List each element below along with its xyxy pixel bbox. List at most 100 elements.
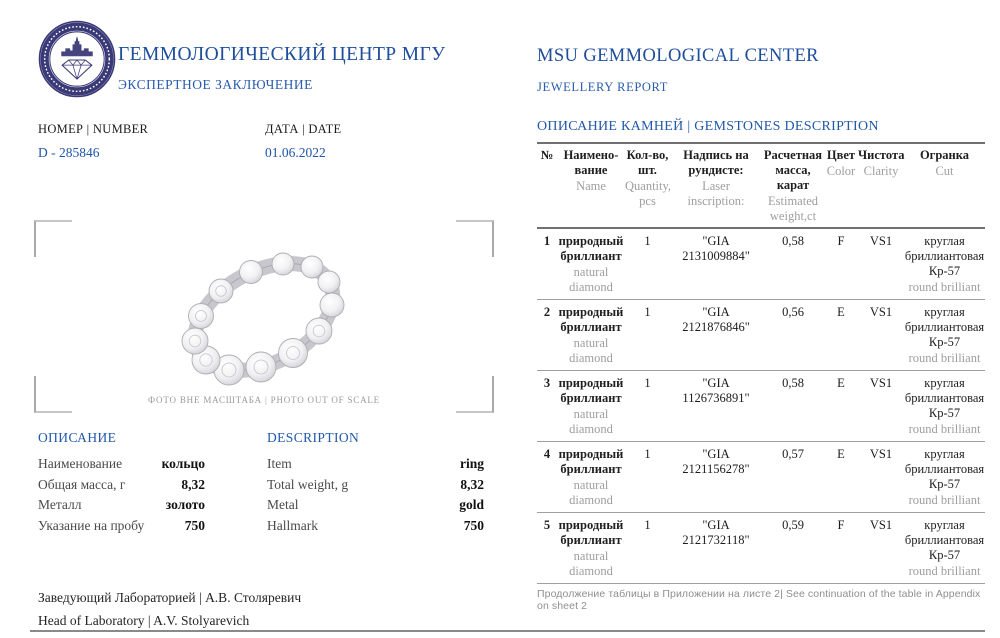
table-row: 5 природный бриллиант natural diamond 1 "… xyxy=(537,513,985,584)
stone-color: E xyxy=(837,376,845,390)
stone-num: 3 xyxy=(543,376,551,390)
table-row: 4 природный бриллиант natural diamond 1 "… xyxy=(537,442,985,513)
gemstones-table: № Наимено- вание Name Кол-во, шт. Quantity… xyxy=(537,142,985,584)
msu-seal-icon xyxy=(38,20,116,98)
stone-cut: круглая бриллиантовая Кр-57 round brillia… xyxy=(904,305,985,365)
col-header-clarity: Чистота Clarity xyxy=(858,148,905,178)
description-title-ru: ОПИСАНИЕ xyxy=(38,430,117,445)
number-value: D - 285846 xyxy=(38,145,100,160)
table-continuation-note: Продолжение таблицы в Приложении на лист… xyxy=(537,588,981,612)
desc-row-item: Item ring xyxy=(267,454,484,475)
stone-name: природный бриллиант natural diamond xyxy=(558,234,624,294)
desc-label: Item xyxy=(267,456,292,471)
desc-row-hallmark: Указание на пробу 750 xyxy=(38,516,205,537)
stone-quantity: 1 xyxy=(644,305,651,319)
stone-name: природный бриллиант natural diamond xyxy=(558,305,624,365)
stone-cut: круглая бриллиантовая Кр-57 round brillia… xyxy=(904,447,985,507)
diamond-ring-image xyxy=(164,232,364,407)
stone-cut: круглая бриллиантовая Кр-57 round brillia… xyxy=(904,234,985,294)
stone-name: природный бриллиант natural diamond xyxy=(558,376,624,436)
stone-quantity: 1 xyxy=(644,518,651,532)
desc-label: Hallmark xyxy=(267,517,318,533)
stone-weight: 0,59 xyxy=(782,518,804,532)
msu-seal-logo xyxy=(38,20,116,98)
col-header-cut: Огранка Cut xyxy=(919,148,970,178)
gemstones-title: ОПИСАНИЕ КАМНЕЙ | GEMSTONES DESCRIPTION xyxy=(537,119,879,134)
stone-cut: круглая бриллиантовая Кр-57 round brillia… xyxy=(904,518,985,578)
col-header-weight: Расчетная масса, карат Estimated weight,c… xyxy=(763,148,823,223)
stone-clarity: VS1 xyxy=(869,376,893,390)
stone-weight: 0,56 xyxy=(782,305,804,319)
jewellery-photo-frame: ФОТО ВНЕ МАСШТАБА | PHOTO OUT OF SCALE xyxy=(34,220,494,413)
photo-corner-mark xyxy=(34,220,72,257)
table-header-row: № Наимено- вание Name Кол-во, шт. Quantity… xyxy=(537,143,985,228)
desc-value: 750 xyxy=(463,517,484,533)
stone-clarity: VS1 xyxy=(869,447,893,461)
stone-inscription: "GIA 2131009884" xyxy=(682,234,750,263)
number-label: НОМЕР | NUMBER xyxy=(38,122,149,136)
report-type-en: JEWELLERY REPORT xyxy=(537,80,668,94)
desc-row-weight: Общая масса, г 8,32 xyxy=(38,475,205,496)
stone-clarity: VS1 xyxy=(869,305,893,319)
stone-inscription: "GIA 1126736891" xyxy=(682,376,750,405)
stone-color: F xyxy=(837,234,845,248)
desc-row-metal: Metal gold xyxy=(267,495,484,516)
desc-value: ring xyxy=(459,456,484,471)
col-header-num: № xyxy=(540,148,554,162)
desc-label: Металл xyxy=(38,497,82,512)
desc-label: Metal xyxy=(267,497,299,512)
org-title-en: MSU GEMMOLOGICAL CENTER xyxy=(537,46,819,66)
diamond-ring-illustration xyxy=(181,252,345,386)
photo-scale-caption: ФОТО ВНЕ МАСШТАБА | PHOTO OUT OF SCALE xyxy=(148,395,380,405)
desc-row-hallmark: Hallmark 750 xyxy=(267,516,484,537)
desc-value: 8,32 xyxy=(181,476,205,492)
description-block-ru: ОПИСАНИЕ Наименование кольцо Общая масса… xyxy=(38,430,205,536)
stone-name: природный бриллиант natural diamond xyxy=(558,518,624,578)
org-title-ru: ГЕММОЛОГИЧЕСКИЙ ЦЕНТР МГУ xyxy=(118,44,446,65)
desc-label: Total weight, g xyxy=(267,476,349,492)
col-header-inscription: Надпись на рундисте: Laser inscription: xyxy=(683,148,749,208)
stone-clarity: VS1 xyxy=(869,518,893,532)
gemstones-section: ОПИСАНИЕ КАМНЕЙ | GEMSTONES DESCRIPTION … xyxy=(537,119,985,612)
stone-color: E xyxy=(837,447,845,461)
col-header-quantity: Кол-во, шт. Quantity, pcs xyxy=(625,148,672,208)
desc-value: gold xyxy=(459,497,484,512)
stone-num: 2 xyxy=(543,305,551,319)
stone-inscription: "GIA 2121732118" xyxy=(682,518,750,547)
table-row: 1 природный бриллиант natural diamond 1 "… xyxy=(537,228,985,300)
desc-value: золото xyxy=(165,497,205,512)
photo-corner-mark xyxy=(456,220,494,257)
stone-cut: круглая бриллиантовая Кр-57 round brillia… xyxy=(904,376,985,436)
stone-weight: 0,58 xyxy=(782,234,804,248)
photo-corner-mark xyxy=(456,376,494,413)
table-row: 2 природный бриллиант natural diamond 1 "… xyxy=(537,300,985,371)
desc-value: кольцо xyxy=(161,456,205,471)
stone-color: E xyxy=(837,305,845,319)
desc-label: Наименование xyxy=(38,456,123,471)
stone-name: природный бриллиант natural diamond xyxy=(558,447,624,507)
description-title-en: DESCRIPTION xyxy=(267,430,360,445)
stone-clarity: VS1 xyxy=(869,234,893,248)
stone-num: 4 xyxy=(543,447,551,461)
footer-divider xyxy=(30,630,985,632)
stone-num: 5 xyxy=(543,518,551,532)
signature-line-en: Head of Laboratory | A.V. Stolyarevich xyxy=(38,613,250,628)
photo-corner-mark xyxy=(34,376,72,413)
desc-row-weight: Total weight, g 8,32 xyxy=(267,475,484,496)
desc-value: 750 xyxy=(184,517,205,533)
stone-weight: 0,57 xyxy=(782,447,804,461)
date-label: ДАТА | DATE xyxy=(265,122,342,136)
report-type-ru: ЭКСПЕРТНОЕ ЗАКЛЮЧЕНИЕ xyxy=(118,77,313,92)
desc-label: Общая масса, г xyxy=(38,476,126,492)
stone-color: F xyxy=(837,518,845,532)
stone-inscription: "GIA 2121876846" xyxy=(682,305,750,334)
col-header-color: Цвет Color xyxy=(826,148,856,178)
table-row: 3 природный бриллиант natural diamond 1 "… xyxy=(537,371,985,442)
description-block-en: DESCRIPTION Item ring Total weight, g 8,… xyxy=(267,430,484,536)
stone-inscription: "GIA 2121156278" xyxy=(682,447,750,476)
desc-label: Указание на пробу xyxy=(38,517,145,533)
col-header-name: Наимено- вание Name xyxy=(563,148,619,193)
date-value: 01.06.2022 xyxy=(265,145,326,160)
desc-row-item: Наименование кольцо xyxy=(38,454,205,475)
stone-weight: 0,58 xyxy=(782,376,804,390)
